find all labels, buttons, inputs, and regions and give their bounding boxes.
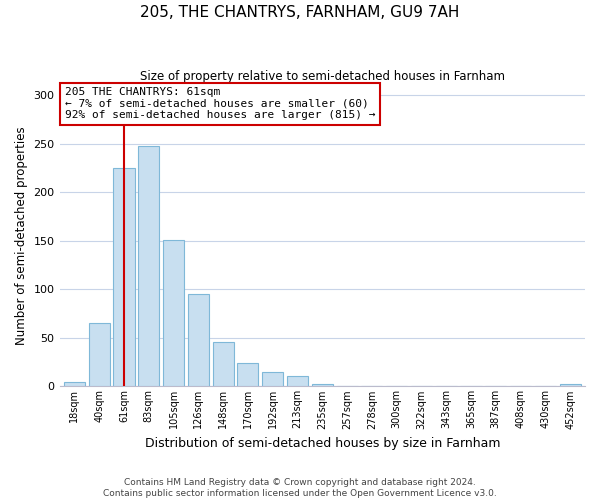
- Bar: [138, 146, 160, 386]
- Bar: [188, 294, 209, 386]
- Bar: [262, 372, 283, 386]
- Bar: [163, 240, 184, 386]
- Text: 205 THE CHANTRYS: 61sqm
← 7% of semi-detached houses are smaller (60)
92% of sem: 205 THE CHANTRYS: 61sqm ← 7% of semi-det…: [65, 87, 375, 120]
- Bar: [560, 384, 581, 386]
- Bar: [312, 384, 333, 386]
- Bar: [287, 376, 308, 386]
- Bar: [212, 342, 233, 386]
- Bar: [64, 382, 85, 386]
- Bar: [113, 168, 134, 386]
- X-axis label: Distribution of semi-detached houses by size in Farnham: Distribution of semi-detached houses by …: [145, 437, 500, 450]
- Text: Contains HM Land Registry data © Crown copyright and database right 2024.
Contai: Contains HM Land Registry data © Crown c…: [103, 478, 497, 498]
- Bar: [89, 324, 110, 386]
- Y-axis label: Number of semi-detached properties: Number of semi-detached properties: [15, 126, 28, 346]
- Text: 205, THE CHANTRYS, FARNHAM, GU9 7AH: 205, THE CHANTRYS, FARNHAM, GU9 7AH: [140, 5, 460, 20]
- Title: Size of property relative to semi-detached houses in Farnham: Size of property relative to semi-detach…: [140, 70, 505, 83]
- Bar: [238, 363, 259, 386]
